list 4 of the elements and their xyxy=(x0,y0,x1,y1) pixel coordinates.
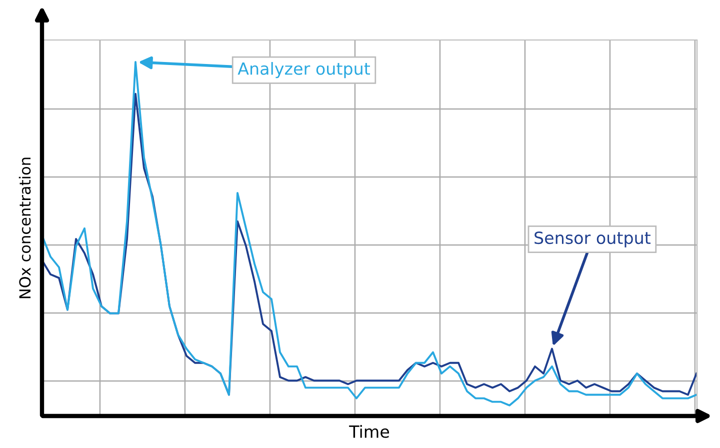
y-axis-title: NOx concentration xyxy=(18,158,31,298)
x-axis-title: Time xyxy=(349,425,390,438)
text: Analyzer output xyxy=(238,62,370,78)
text: Sensor output xyxy=(534,232,650,248)
